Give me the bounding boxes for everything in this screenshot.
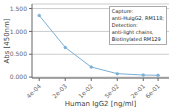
svg-text:5e-02: 5e-02 xyxy=(103,82,120,99)
svg-text:0.500: 0.500 xyxy=(10,50,27,57)
svg-text:4e-04: 4e-04 xyxy=(25,82,42,99)
svg-text:Abs [450nm]: Abs [450nm] xyxy=(8,18,11,63)
html-text:anti-HuIgG2, RM118;: anti-HuIgG2, RM118; xyxy=(111,15,164,21)
svg-text:2e-03: 2e-03 xyxy=(51,82,68,99)
svg-text:2e-01: 2e-01 xyxy=(129,82,146,99)
svg-text:1e-02: 1e-02 xyxy=(77,82,94,99)
html-text:anti-light chains,: anti-light chains, xyxy=(111,29,154,35)
html-text:Biotinylated RM129: Biotinylated RM129 xyxy=(111,36,161,42)
svg-text:Human IgG2 [ng/ml]: Human IgG2 [ng/ml] xyxy=(65,100,137,108)
html-text:Detection:: Detection: xyxy=(111,22,138,28)
svg-text:6e-01: 6e-01 xyxy=(144,82,161,99)
html-text:Capture:: Capture: xyxy=(111,8,134,14)
svg-text:1.000: 1.000 xyxy=(10,28,27,35)
svg-text:1.500: 1.500 xyxy=(10,5,27,12)
svg-text:0.000: 0.000 xyxy=(10,73,27,80)
